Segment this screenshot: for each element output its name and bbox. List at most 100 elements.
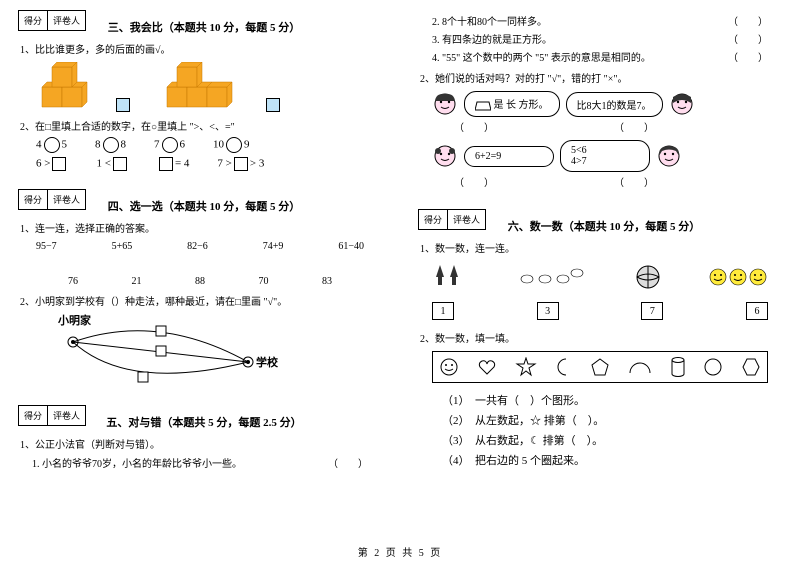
expr: 74+9 [263,241,284,252]
grader-label: 评卷人 [48,190,85,209]
paren[interactable]: （ ） [614,119,654,134]
fill-box[interactable] [159,157,173,171]
q6-1: 1、数一数，连一连。 [420,240,782,255]
score-label: 得分 [19,406,48,425]
compare-row-a: 45 88 76 109 [36,137,382,153]
score-box: 得分 评卷人 [18,189,86,210]
cubes-right-1 [162,62,252,112]
count-box: 3 [537,302,559,320]
compare-circle[interactable] [103,137,119,153]
shape-strip [432,351,768,383]
answer-box[interactable] [116,98,130,112]
compare-circle[interactable] [162,137,178,153]
sq2: （2） 从左数起，☆ 排第（ ）。 [442,411,782,431]
line: 5<6 [571,145,587,156]
num: 9 [244,139,250,151]
q4-1: 1、连一连，选择正确的答案。 [20,220,382,235]
q3-2: 2、在□里填上合适的数字，在○里填上 ">、<、=" [20,118,382,133]
section-3-title: 三、我会比（本题共 10 分，每题 5 分） [108,19,301,35]
paren[interactable]: （ ） [728,49,768,64]
score-label: 得分 [19,190,48,209]
grader-label: 评卷人 [48,406,85,425]
girl-face-icon [432,91,458,117]
num: 4 [36,139,42,151]
expr: 5+65 [112,241,133,252]
school-label: 学校 [256,355,279,369]
fill-box[interactable] [52,157,66,171]
q4-2: 2、小明家到学校有（）种走法，哪种最近，请在□里画 "√"。 [20,293,382,308]
speech-bubble: 是 长 方形。 [464,91,560,117]
paren[interactable]: （ ） [454,174,494,189]
score-label: 得分 [419,210,448,229]
compare-circle[interactable] [226,137,242,153]
heart-icon [477,357,497,377]
score-box: 得分 评卷人 [18,10,86,31]
section-4-title: 四、选一选（本题共 10 分，每题 5 分） [108,198,301,214]
q-tf2: 2、她们说的话对吗？对的打 "√"，错的打 "×"。 [420,70,782,85]
sq3: （3） 从右数起，☾ 排第（ ）。 [442,431,782,451]
txt: > 3 [250,158,264,170]
score-box: 得分 评卷人 [18,405,86,426]
expr: 82−6 [187,241,208,252]
count-box: 6 [746,302,768,320]
girl-face-icon [669,91,695,117]
compare-circle[interactable] [44,137,60,153]
num: 6 [180,139,186,151]
expr: 95−7 [36,241,57,252]
count-boxes: 1 3 7 6 [432,302,768,320]
q3-1: 1、比比谁更多，多的后面的画√。 [20,41,382,56]
smileys [708,263,768,294]
stmt: 4. "55" 这个数中的两个 "5" 表示的意思是相同的。 [432,49,651,64]
speech-bubble: 5<64>7 [560,140,650,172]
num: 70 [259,276,269,287]
fill-box[interactable] [113,157,127,171]
speech-bubble: 比8大1的数是7。 [566,92,663,117]
num: 88 [195,276,205,287]
count-icons [432,263,768,294]
paren[interactable]: （ ） [728,31,768,46]
home-label: 小明家 [57,313,92,327]
route-diagram: 小明家 学校 [48,312,288,392]
paren[interactable]: （ ） [328,455,368,470]
num: 8 [121,139,127,151]
answer-box[interactable] [266,98,280,112]
paren[interactable]: （ ） [728,13,768,28]
match-bottom: 76 21 88 70 83 [68,276,332,287]
paren[interactable]: （ ） [614,174,654,189]
speech-row-2: 6+2=9 5<64>7 [432,140,782,172]
tf-3: 3. 有四条边的就是正方形。（ ） [432,31,768,46]
count-box: 1 [432,302,454,320]
grader-label: 评卷人 [448,210,485,229]
txt: 6 > [36,158,50,170]
girl-face-icon [656,143,682,169]
txt: 1 < [96,158,110,170]
page-footer: 第 2 页 共 5 页 [0,544,800,559]
q6-2: 2、数一数，填一填。 [420,330,782,345]
cube-compare-row [32,62,382,112]
shape-questions: （1） 一共有（ ）个图形。 （2） 从左数起，☆ 排第（ ）。 （3） 从右数… [442,391,782,471]
tf-2: 2. 8个十和80个一同样多。（ ） [432,13,768,28]
fill-box[interactable] [234,157,248,171]
score-label: 得分 [19,11,48,30]
bubble-text: 是 长 方形。 [494,100,549,111]
q5-1: 1、公正小法官（判断对与错）。 [20,436,382,451]
speech-bubble: 6+2=9 [464,146,554,167]
num: 10 [213,139,224,151]
count-box: 7 [641,302,663,320]
hexagon-icon [741,357,761,377]
left-column: 得分 评卷人 三、我会比（本题共 10 分，每题 5 分） 1、比比谁更多，多的… [0,0,400,540]
num: 76 [68,276,78,287]
bees [517,263,587,294]
stmt: 1. 小名的爷爷70岁，小名的年龄比爷爷小一些。 [32,455,242,470]
paren[interactable]: （ ） [454,119,494,134]
section-6-title: 六、数一数（本题共 10 分，每题 5 分） [508,218,701,234]
cylinder-icon [670,356,686,378]
compare-row-b: 6 > 1 < = 4 7 >> 3 [36,157,382,171]
num: 8 [95,139,101,151]
tf-4: 4. "55" 这个数中的两个 "5" 表示的意思是相同的。 （ ） [432,49,768,64]
page: 得分 评卷人 三、我会比（本题共 10 分，每题 5 分） 1、比比谁更多，多的… [0,0,800,540]
match-top: 95−7 5+65 82−6 74+9 61−40 [36,241,364,252]
arch-icon [628,357,652,377]
num: 21 [132,276,142,287]
star-icon [515,357,537,377]
